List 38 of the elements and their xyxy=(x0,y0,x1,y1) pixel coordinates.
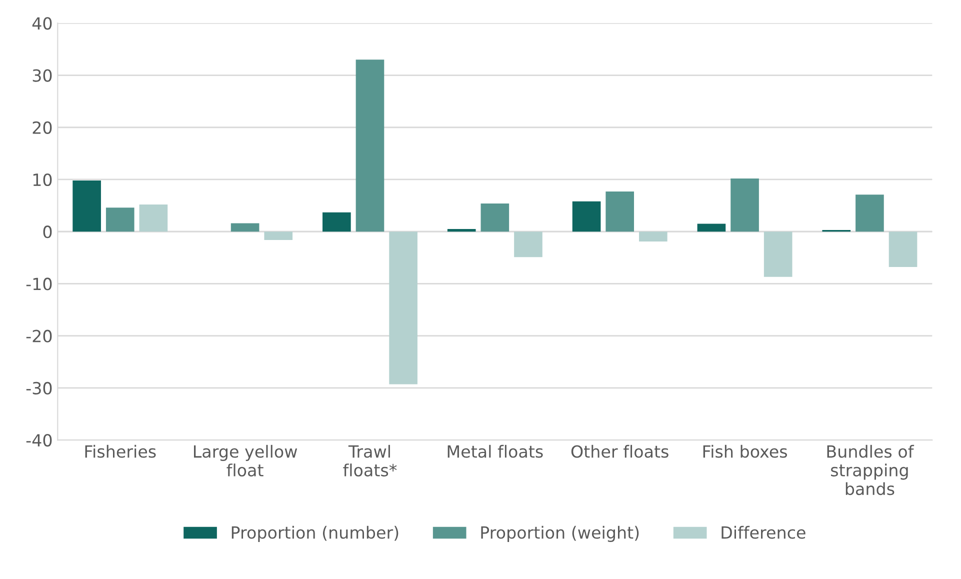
y-tick-label: -40 xyxy=(26,434,52,447)
bar xyxy=(856,194,884,232)
legend-label: Proportion (number) xyxy=(232,526,398,542)
bar xyxy=(447,228,476,232)
y-tick-label: -20 xyxy=(26,330,52,342)
legend-label: Proportion (weight) xyxy=(481,526,639,542)
bar xyxy=(697,224,726,232)
y-tick-label: 10 xyxy=(33,173,52,186)
x-tick-label: Fish boxes xyxy=(703,444,788,458)
x-tick-label: Large yellow float xyxy=(194,444,298,476)
legend-label: Difference xyxy=(722,526,806,539)
bar xyxy=(389,232,418,384)
bar xyxy=(264,232,293,240)
bar xyxy=(764,232,792,277)
bar xyxy=(72,180,101,232)
bar xyxy=(106,208,134,232)
x-tick-label: Metal floats xyxy=(448,444,543,458)
bar xyxy=(514,232,542,258)
bar xyxy=(606,191,634,232)
y-tick-label: 40 xyxy=(32,17,52,30)
bar xyxy=(888,232,918,268)
y-tick-label: -30 xyxy=(26,382,52,394)
x-tick-label: Other floats xyxy=(571,444,668,458)
x-tick-label: Fisheries xyxy=(85,444,156,458)
y-tick-label: -10 xyxy=(26,278,52,290)
bar xyxy=(322,212,351,232)
y-tick-label: 30 xyxy=(32,69,52,82)
x-tick-label: Trawl floats* xyxy=(343,444,397,476)
bar xyxy=(639,232,668,242)
bar xyxy=(480,203,510,232)
bar xyxy=(572,201,601,232)
y-tick-label: 0 xyxy=(43,226,52,238)
bar xyxy=(730,178,759,232)
bar xyxy=(230,223,260,232)
y-tick-label: 20 xyxy=(32,121,52,134)
x-tick-label: Bundles of strapping bands xyxy=(827,444,914,496)
bar xyxy=(356,60,384,232)
bar xyxy=(139,204,168,232)
